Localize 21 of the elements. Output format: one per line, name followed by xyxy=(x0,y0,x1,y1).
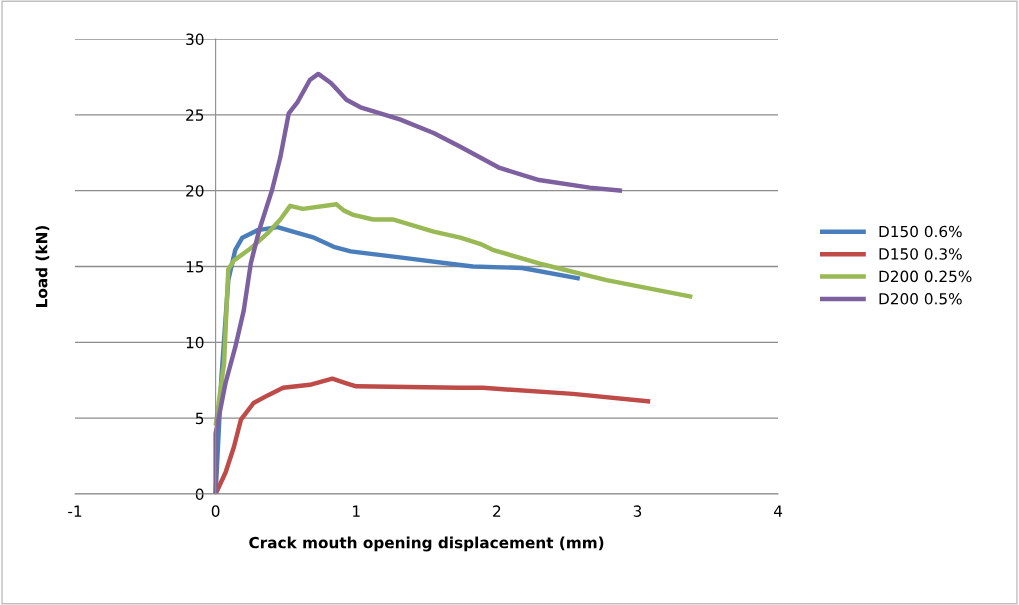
y-tick-label: 30 xyxy=(186,33,204,46)
y-tick-label: 10 xyxy=(186,336,204,349)
x-axis-title: Crack mouth opening displacement (mm) xyxy=(249,536,604,552)
legend-label: D150 0.3% xyxy=(879,248,962,260)
y-axis-title: Load (kN) xyxy=(35,225,50,307)
x-tick-label: 0 xyxy=(211,505,220,517)
y-tick-label: 15 xyxy=(186,261,204,273)
line-series xyxy=(213,71,625,494)
legend-label: D200 0.25% xyxy=(879,270,972,283)
line-series xyxy=(213,202,695,428)
x-tick-label: 2 xyxy=(493,505,501,517)
x-tick-label: 3 xyxy=(633,505,642,517)
y-tick-label: 20 xyxy=(186,185,204,197)
y-tick-label: 25 xyxy=(186,109,204,121)
legend-label: D200 0.5% xyxy=(879,293,962,305)
x-tick-label: 4 xyxy=(774,505,783,517)
x-tick-label: 1 xyxy=(353,505,360,517)
x-tick-label: -1 xyxy=(68,505,82,517)
y-tick-label: 0 xyxy=(195,488,204,500)
y-tick-label: 5 xyxy=(195,412,204,425)
legend-label: D150 0.6% xyxy=(879,225,962,238)
